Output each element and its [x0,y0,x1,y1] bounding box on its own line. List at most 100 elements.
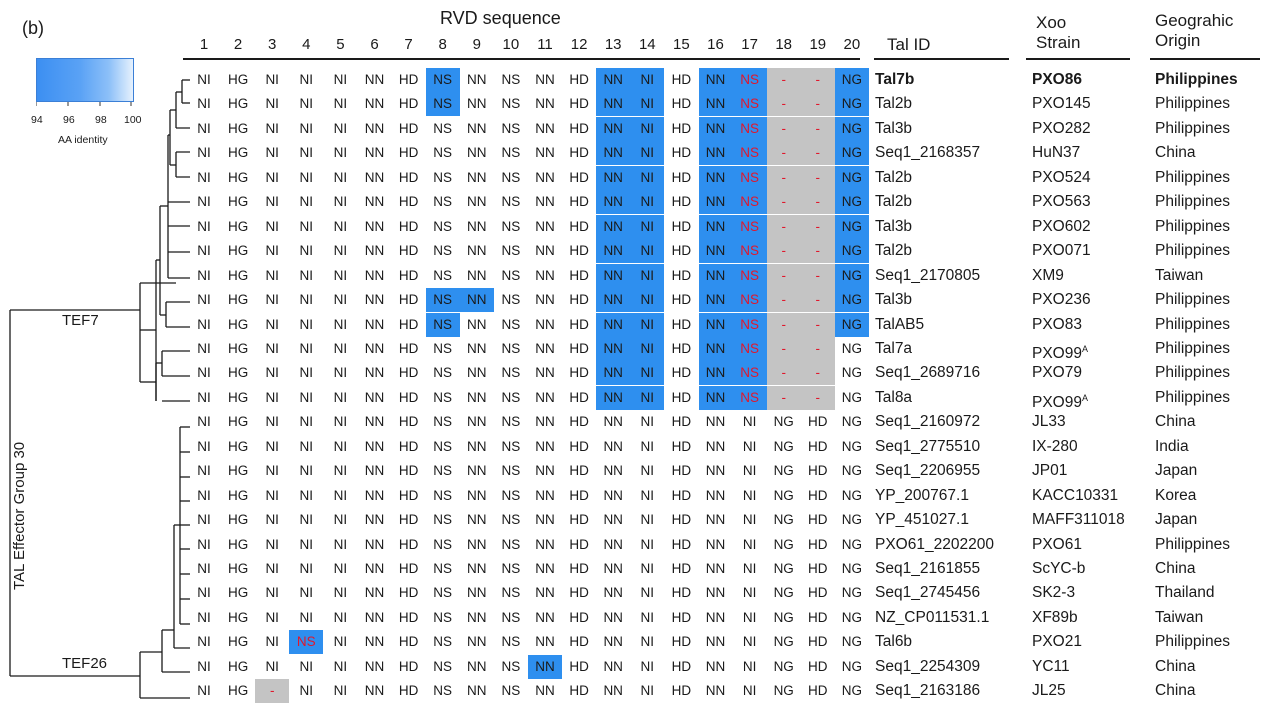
rvd-cell: NI [742,463,757,479]
rvd-cell: NI [197,194,211,210]
rvd-cell: HD [569,145,589,161]
rvd-cell: NI [299,72,314,87]
rvd-cell: NS [501,512,521,528]
rvd-cell: HD [671,145,692,161]
rvd-cell: NS [433,512,453,528]
rvd-cell: HD [808,414,828,430]
rvd-cell: NS [433,267,453,283]
rvd-cell: NI [265,512,279,528]
origin-cell: China [1155,560,1196,577]
column-number-3: 3 [268,36,277,53]
origin-cell: Philippines [1155,193,1230,211]
rvd-cell: NI [299,316,314,332]
rvd-cell: NI [299,683,314,699]
rvd-cell: HD [671,512,692,528]
rvd-cell: NI [197,316,211,332]
rvd-cell: - [800,336,835,361]
rvd-cell: NI [333,267,348,283]
rvd-cell: NN [535,536,555,552]
rvd-cell: NI [197,536,211,552]
rvd-cell: NS [433,243,453,259]
strain-cell: PXO145 [1032,95,1091,113]
rvd-cell: HD [398,243,419,259]
rvd-cell: NS [501,365,521,381]
rvd-cell: NI [299,96,314,112]
rvd-cell: NS [501,561,521,576]
rvd-cell: NN [705,438,726,454]
tal-id-cell: Tal3b [875,217,913,235]
rvd-cell: NN [467,438,487,454]
rvd-cell: HD [569,561,589,576]
rvd-cell: NI [630,68,665,92]
rvd-cell: HG [227,292,249,308]
rvd-cell: HD [569,536,589,552]
rvd-cell: NN [698,361,733,386]
rvd-cell: NN [467,683,487,699]
rvd-cell: HD [398,96,419,112]
strain-superscript: A [1081,392,1088,403]
origin-cell: China [1155,413,1196,431]
rvd-cell: NN [535,634,555,650]
rvd-cell: NS [732,92,767,117]
rvd-cell: NI [630,190,665,215]
rvd-cell: NI [197,292,211,308]
rvd-cell: NI [333,243,348,259]
rvd-cell: NI [265,389,279,405]
tal-id-cell: PXO61_2202200 [875,535,994,553]
origin-cell: China [1155,682,1196,700]
legend-tick-94: 94 [31,114,43,126]
rvd-cell: NG [773,658,794,674]
rvd-cell: HD [569,120,589,136]
rvd-cell: NN [698,116,733,141]
rvd-cell: NS [501,340,521,356]
rvd-cell: NI [299,414,314,430]
rvd-cell: - [800,361,835,386]
rvd-cell: NS [433,120,453,136]
rvd-cell: HD [569,463,589,479]
strain-cell: PXO83 [1032,315,1082,333]
strain-superscript: A [1081,343,1088,354]
rvd-cell: NS [433,169,453,185]
rvd-cell: - [766,361,801,386]
rvd-cell: HD [398,194,419,210]
rvd-cell: HD [398,658,419,674]
rvd-cell: HD [671,561,692,576]
rvd-cell: NN [364,145,385,161]
rvd-cell: HD [808,561,828,576]
rvd-cell: NI [333,414,348,430]
rvd-cell: NS [433,487,453,503]
rvd-cell: NN [596,288,631,313]
rvd-cell: - [800,190,835,215]
rvd-cell: NG [841,658,863,674]
rvd-cell: NG [773,683,794,699]
legend-tick-98: 98 [95,114,107,126]
rvd-cell: NI [197,487,211,503]
rvd-cell: NN [603,536,623,552]
rvd-cell: NN [603,438,623,454]
rvd-cell: NI [265,243,279,259]
rvd-cell: NG [841,561,863,576]
rvd-cell: NI [630,312,665,337]
rvd-cell: NI [265,658,279,674]
strain-cell: PXO563 [1032,193,1091,211]
rvd-cell: NN [535,218,555,234]
rvd-cell: NI [333,340,348,356]
rvd-cell: HD [569,609,589,625]
rvd-cell: NI [197,585,211,601]
rvd-cell: NS [501,683,521,699]
rvd-cell: - [766,68,801,92]
rvd-cell: NN [535,438,555,454]
rvd-cell: HD [398,561,419,576]
rvd-cell: NG [834,263,869,288]
rvd-cell: NN [535,120,555,136]
rvd-cell: NS [501,169,521,185]
rvd-cell: NI [197,218,211,234]
rvd-cell: NI [640,683,655,699]
rvd-cell: NI [299,267,314,283]
column-number-5: 5 [336,36,345,53]
rvd-cell: NN [459,288,494,313]
rvd-cell: NI [742,487,757,503]
column-number-9: 9 [472,36,481,53]
rvd-cell: NN [705,585,726,601]
origin-cell: Philippines [1155,388,1230,406]
